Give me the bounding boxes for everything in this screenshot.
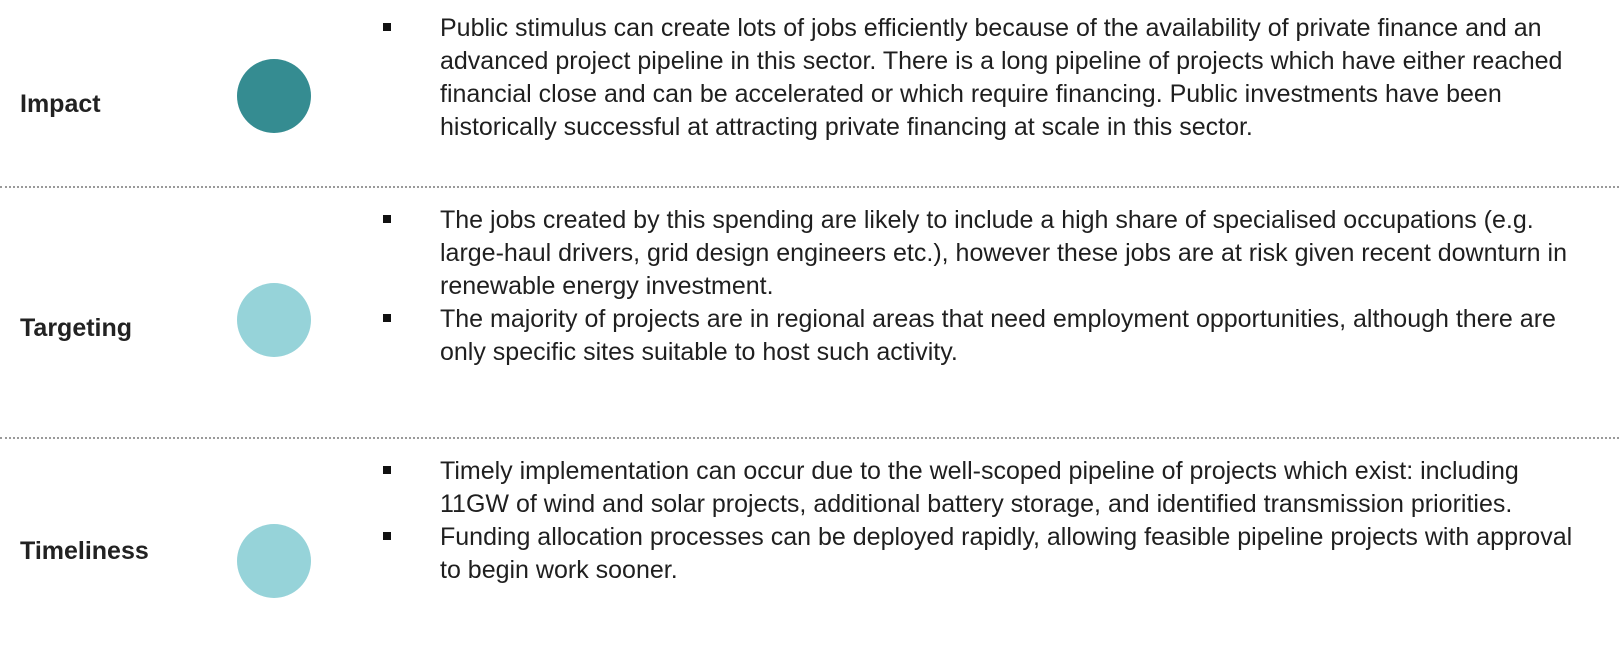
bullet-list: The jobs created by this spending are li… bbox=[383, 204, 1590, 369]
row: Impact Public stimulus can create lots o… bbox=[0, 12, 1619, 182]
bullet: Timely implementation can occur due to t… bbox=[383, 455, 1590, 521]
separator bbox=[0, 186, 1619, 188]
separator bbox=[0, 437, 1619, 439]
row-label: Timeliness bbox=[20, 537, 149, 565]
bullet: Funding allocation processes can be depl… bbox=[383, 521, 1590, 587]
bullet: The majority of projects are in regional… bbox=[383, 303, 1590, 369]
row-label: Impact bbox=[20, 90, 101, 118]
rating-circle bbox=[237, 524, 311, 598]
rating-circle bbox=[237, 283, 311, 357]
row-label: Targeting bbox=[20, 314, 133, 342]
bullet: The jobs created by this spending are li… bbox=[383, 204, 1590, 303]
bullet: Public stimulus can create lots of jobs … bbox=[383, 12, 1590, 144]
rating-circle bbox=[237, 59, 311, 133]
row: Timeliness Timely implementation can occ… bbox=[0, 455, 1619, 670]
row: Targeting The jobs created by this spend… bbox=[0, 204, 1619, 434]
bullet-list: Public stimulus can create lots of jobs … bbox=[383, 12, 1590, 144]
bullet-list: Timely implementation can occur due to t… bbox=[383, 455, 1590, 587]
